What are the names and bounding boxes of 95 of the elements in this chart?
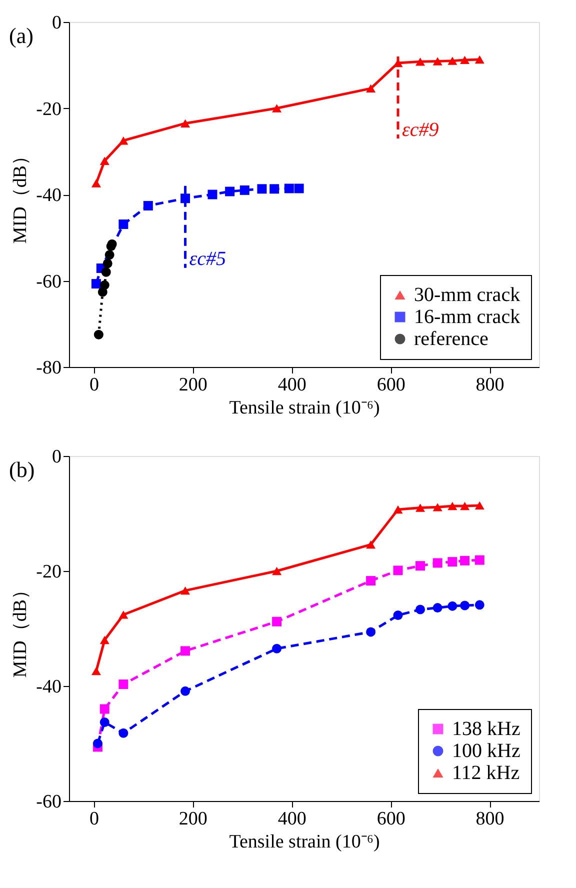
x-tick-label: 0 <box>89 808 99 830</box>
point <box>118 220 128 229</box>
point <box>393 610 403 620</box>
point <box>474 555 484 565</box>
point <box>100 636 110 644</box>
point <box>448 56 458 65</box>
legend-label: 112 kHz <box>452 762 520 784</box>
point <box>393 566 403 576</box>
point <box>180 119 190 128</box>
point <box>104 250 114 260</box>
y-axis-title: MID（dB） <box>10 146 32 244</box>
point <box>92 738 102 748</box>
point <box>432 57 442 66</box>
point <box>416 604 426 614</box>
point <box>272 644 282 654</box>
y-tick-label: -20 <box>36 98 62 120</box>
point <box>366 627 376 637</box>
legend-label: 138 kHz <box>452 718 520 740</box>
y-tick-label: -40 <box>36 676 62 698</box>
point <box>91 666 101 676</box>
point <box>240 185 250 195</box>
point <box>272 566 282 576</box>
point <box>460 56 470 64</box>
point <box>180 646 190 656</box>
point <box>294 184 304 194</box>
point <box>100 704 110 714</box>
x-tick-label: 800 <box>476 374 504 396</box>
point <box>143 200 153 210</box>
point <box>118 728 128 738</box>
y-tick-label: -20 <box>36 562 62 582</box>
point <box>432 603 442 613</box>
point <box>100 156 110 165</box>
point <box>416 504 426 512</box>
x-axis-title: Tensile strain (10⁻⁶) <box>229 832 380 852</box>
y-tick-label: -40 <box>36 185 62 206</box>
point <box>101 267 111 277</box>
text: (b) <box>9 457 35 482</box>
point <box>94 330 104 340</box>
x-tick-label: 400 <box>278 808 306 830</box>
x-axis-title: Tensile strain (10⁻⁶) <box>229 398 380 418</box>
y-tick-label: -80 <box>36 358 62 378</box>
x-tick-label: 800 <box>476 808 504 830</box>
point <box>448 502 458 510</box>
point <box>448 557 458 567</box>
point <box>284 184 294 194</box>
legend-label: 30-mm crack <box>414 284 520 306</box>
y-tick-label: 0 <box>52 446 62 468</box>
point <box>432 558 442 568</box>
point <box>366 540 376 549</box>
point <box>460 502 470 510</box>
point <box>416 58 426 66</box>
point <box>474 600 484 610</box>
point <box>100 280 110 290</box>
point <box>393 505 403 514</box>
point <box>180 586 190 595</box>
point <box>474 55 484 64</box>
point <box>366 84 376 93</box>
legend-label: 16-mm crack <box>414 306 520 328</box>
point <box>416 561 426 571</box>
point <box>272 616 282 626</box>
point <box>432 503 442 512</box>
point <box>118 136 128 145</box>
point <box>366 576 376 586</box>
x-tick-label: 400 <box>278 374 306 396</box>
x-tick-label: 200 <box>178 808 208 830</box>
annotation: εc#5 <box>189 248 226 270</box>
annotation: εc#9 <box>402 118 439 141</box>
point <box>118 610 128 619</box>
text: (a) <box>9 23 34 48</box>
point <box>107 239 117 249</box>
legend-label: 100 kHz <box>452 740 520 762</box>
point <box>91 279 101 289</box>
x-tick-label: 600 <box>376 374 406 396</box>
point <box>474 501 484 510</box>
y-tick-label: 0 <box>52 12 62 34</box>
point <box>460 556 470 566</box>
point <box>102 258 112 268</box>
point <box>225 186 235 196</box>
x-tick-label: 0 <box>89 374 99 396</box>
point <box>91 179 101 188</box>
y-axis-title: MID（dB） <box>10 580 32 678</box>
y-tick-label: -60 <box>36 271 62 292</box>
x-tick-label: 600 <box>376 808 406 830</box>
point <box>272 104 282 112</box>
y-tick-label: -60 <box>36 792 62 812</box>
point <box>460 600 470 610</box>
legend-label: reference <box>414 328 488 350</box>
point <box>448 601 458 611</box>
point <box>270 184 280 194</box>
point <box>118 680 128 690</box>
point <box>180 686 190 696</box>
x-tick-label: 200 <box>178 374 208 396</box>
point <box>208 190 218 200</box>
point <box>257 184 267 194</box>
point <box>100 717 110 727</box>
